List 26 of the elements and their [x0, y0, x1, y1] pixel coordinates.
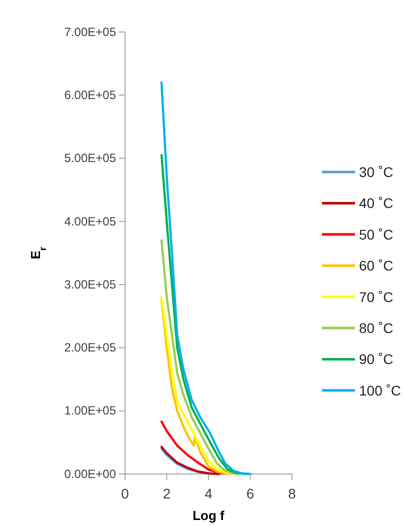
y-tick-label: 6.00E+05: [64, 88, 116, 102]
legend-label: 90 ˚C: [359, 351, 394, 368]
x-tick-label: 2: [162, 485, 171, 502]
x-tick-label: 8: [288, 485, 296, 502]
legend-label: 40 ˚C: [359, 195, 394, 212]
legend-label: 80 ˚C: [359, 320, 394, 336]
y-tick-label: 4.00E+05: [64, 214, 116, 228]
y-tick-label: 7.00E+05: [64, 24, 116, 39]
y-tick-label: 1.00E+05: [64, 404, 116, 418]
legend-label: 70 ˚C: [359, 288, 394, 305]
legend-label: 50 ˚C: [359, 226, 394, 242]
line-series: [160, 154, 248, 476]
line-series: [160, 239, 239, 476]
legend-label: 30 ˚C: [359, 164, 394, 180]
y-tick-label: 0.00E+00: [64, 466, 116, 481]
x-tick-label: 4: [204, 485, 213, 502]
legend-label: 100 ˚C: [359, 382, 402, 398]
x-tick-label: 0: [121, 485, 130, 502]
x-axis-title: Log f: [192, 508, 226, 523]
y-tick-label: 2.00E+05: [64, 340, 116, 355]
y-tick-label: 5.00E+05: [64, 151, 116, 166]
x-tick-label: 6: [246, 485, 254, 502]
line-series: [160, 420, 230, 476]
line-series: [160, 81, 252, 476]
legend-label: 60 ˚C: [359, 258, 394, 274]
y-tick-label: 3.00E+05: [64, 277, 116, 292]
